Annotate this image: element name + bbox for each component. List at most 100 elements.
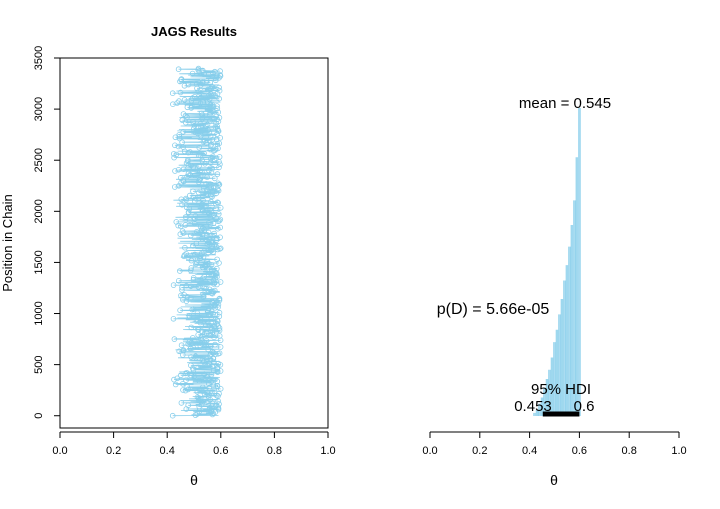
- trace-point: [176, 132, 183, 138]
- trace-point: [196, 377, 203, 384]
- trace-point: [190, 306, 197, 312]
- trace-point: [217, 68, 223, 74]
- trace-point: [213, 237, 220, 244]
- left-x-axis: 0.0 0.2 0.4 0.6 0.8 1.0: [52, 431, 336, 457]
- trace-point: [213, 328, 220, 335]
- left-y-axis-label: Position in Chain: [0, 194, 15, 292]
- trace-point: [204, 106, 211, 112]
- trace-point: [190, 276, 197, 283]
- trace-point: [215, 145, 221, 152]
- right-x-tick-label: 1.0: [671, 445, 686, 457]
- trace-point: [175, 143, 182, 150]
- trace-point: [200, 291, 206, 298]
- trace-point: [185, 209, 192, 215]
- trace-point: [212, 341, 218, 348]
- trace-point: [174, 100, 181, 106]
- right-x-tick-label: 0.6: [572, 445, 587, 457]
- trace-point: [214, 103, 220, 109]
- trace-point: [213, 113, 219, 120]
- trace-point: [184, 173, 190, 180]
- trace-point: [190, 274, 197, 281]
- trace-point: [217, 234, 223, 241]
- trace-point: [214, 382, 221, 389]
- trace-point: [178, 400, 185, 406]
- trace-point: [204, 330, 210, 337]
- left-y-tick-label: 2500: [33, 148, 45, 172]
- trace-point: [185, 402, 192, 409]
- trace-point: [213, 200, 219, 207]
- trace-point: [190, 365, 196, 372]
- trace-point: [174, 375, 181, 382]
- trace-point: [187, 192, 193, 199]
- trace-point: [205, 127, 211, 133]
- trace-point: [217, 246, 223, 252]
- trace-point: [188, 324, 195, 331]
- trace-point: [172, 168, 178, 174]
- trace-point: [200, 186, 207, 192]
- trace-point: [203, 181, 210, 187]
- trace-point: [176, 277, 182, 284]
- trace-point: [191, 122, 198, 129]
- trace-point: [201, 285, 208, 292]
- trace-point: [205, 308, 211, 314]
- trace-point: [185, 157, 191, 163]
- trace-point: [195, 65, 202, 72]
- trace-point: [178, 342, 185, 349]
- right-x-tick-label: 0.2: [472, 445, 487, 457]
- trace-point: [177, 89, 184, 96]
- trace-point: [185, 170, 192, 177]
- trace-point: [176, 98, 182, 104]
- trace-point: [198, 124, 204, 131]
- trace-point: [208, 83, 215, 90]
- trace-point: [188, 162, 194, 169]
- trace-point: [173, 151, 180, 158]
- trace-point: [180, 380, 186, 387]
- trace-point: [180, 387, 186, 393]
- trace-point: [190, 344, 197, 351]
- trace-point: [184, 384, 191, 390]
- trace-point: [214, 274, 220, 280]
- trace-point: [169, 90, 176, 96]
- trace-point: [217, 224, 224, 231]
- trace-point: [215, 360, 222, 367]
- trace-point: [187, 267, 194, 274]
- trace-point: [197, 176, 204, 182]
- trace-point: [201, 371, 208, 377]
- trace-point: [194, 85, 200, 92]
- trace-point: [172, 142, 178, 149]
- trace-point: [198, 401, 205, 408]
- trace-point: [189, 103, 195, 110]
- trace-point: [208, 262, 215, 268]
- trace-point: [194, 394, 201, 401]
- left-x-tick-label: 0.6: [213, 445, 228, 457]
- trace-point: [217, 205, 224, 211]
- left-x-tick-label: 0.4: [160, 445, 175, 457]
- trace-point: [196, 144, 203, 151]
- trace-point: [197, 255, 204, 261]
- trace-point: [213, 235, 220, 241]
- trace-point: [183, 195, 189, 202]
- trace-point: [197, 168, 203, 175]
- trace-point: [196, 179, 202, 185]
- left-y-tick-label: 500: [33, 355, 45, 373]
- trace-point: [196, 397, 202, 404]
- trace-point: [200, 79, 206, 85]
- trace-point: [209, 153, 216, 160]
- trace-points: [169, 65, 224, 419]
- trace-point: [179, 117, 186, 123]
- trace-point: [195, 89, 202, 95]
- trace-point: [180, 111, 187, 117]
- trace-point: [203, 356, 210, 363]
- trace-point: [216, 295, 223, 302]
- trace-point: [170, 282, 177, 288]
- trace-point: [185, 386, 192, 393]
- trace-point: [216, 390, 222, 397]
- trace-point: [172, 381, 179, 388]
- left-y-tick-label: 2000: [33, 199, 45, 223]
- left-x-tick-label: 0.0: [52, 445, 67, 457]
- trace-point: [199, 116, 206, 122]
- trace-point: [205, 86, 211, 93]
- trace-point: [183, 204, 190, 211]
- trace-point: [214, 256, 220, 263]
- trace-point: [195, 364, 202, 371]
